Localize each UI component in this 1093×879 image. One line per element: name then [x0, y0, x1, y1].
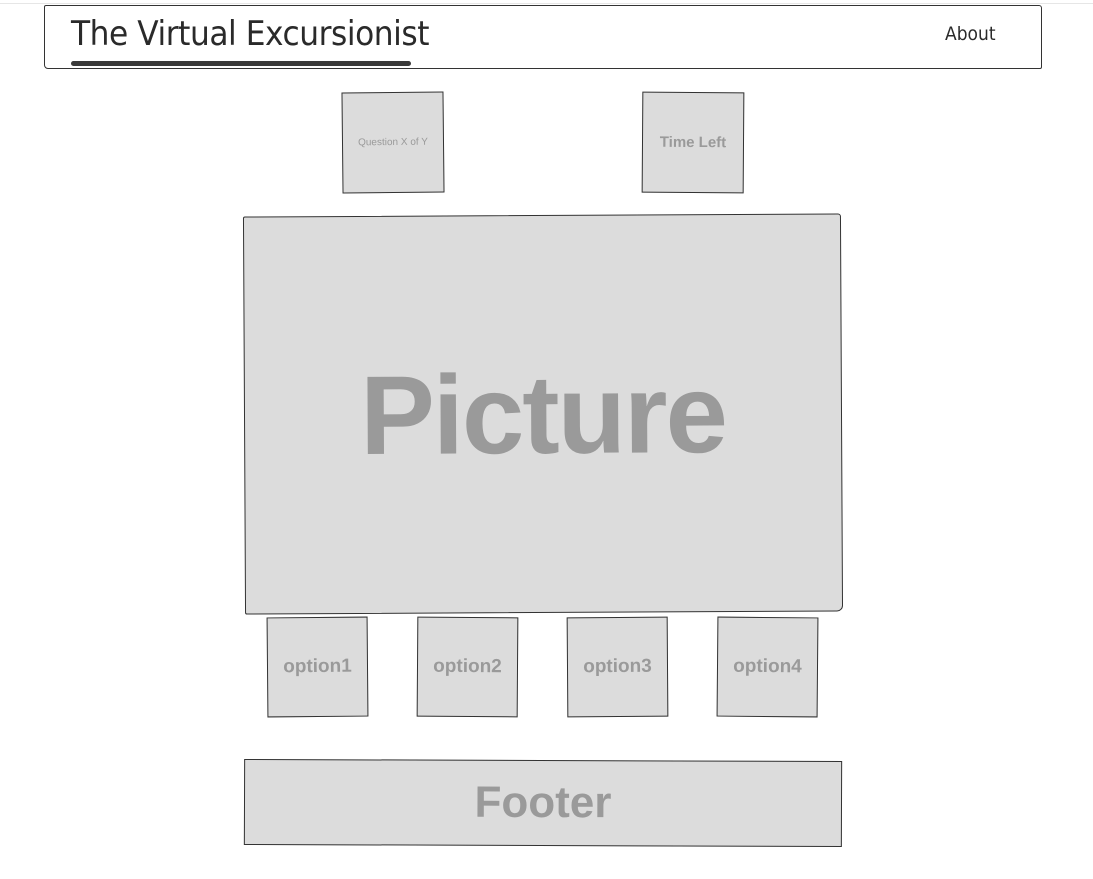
title-underline: [71, 61, 411, 66]
option-4-button[interactable]: option4: [716, 616, 819, 718]
site-title[interactable]: The Virtual Excursionist: [71, 14, 430, 54]
option-1-label: option1: [283, 655, 352, 678]
picture-label: Picture: [359, 350, 727, 478]
option-4-label: option4: [733, 655, 802, 678]
footer-placeholder: Footer: [243, 758, 843, 848]
question-counter-box: Question X of Y: [341, 91, 445, 194]
site-header: The Virtual Excursionist About: [44, 5, 1042, 69]
footer-label: Footer: [474, 777, 612, 828]
picture-placeholder: Picture: [242, 213, 844, 615]
nav-about-link[interactable]: About: [945, 23, 996, 45]
option-2-button[interactable]: option2: [416, 616, 519, 718]
option-3-label: option3: [583, 655, 652, 678]
time-left-label: Time Left: [659, 133, 727, 152]
time-left-box: Time Left: [641, 91, 745, 194]
question-counter-label: Question X of Y: [358, 136, 428, 149]
option-2-label: option2: [433, 655, 502, 678]
option-3-button[interactable]: option3: [566, 616, 669, 718]
option-1-button[interactable]: option1: [266, 616, 369, 718]
top-divider: [0, 3, 1093, 4]
